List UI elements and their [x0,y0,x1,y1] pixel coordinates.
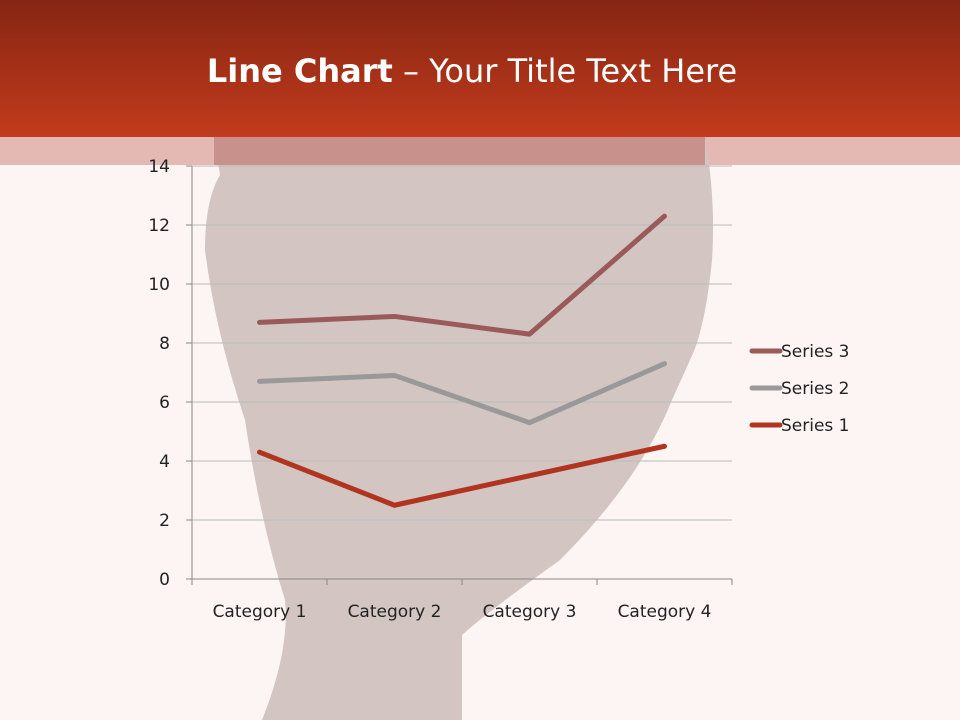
legend-label-series-2: Series 2 [781,379,850,399]
title-bold: Line Chart [206,52,393,90]
x-tick-label: Category 3 [483,602,577,622]
slide-title: Line Chart – Your Title Text Here [0,52,944,90]
slide-header [0,0,960,137]
y-tick-label: 10 [148,275,170,295]
y-tick-label: 12 [148,216,170,236]
series-line-2 [257,361,667,426]
y-tick-label: 0 [159,570,170,590]
series-line-1 [257,443,667,508]
y-tick-label: 8 [159,334,170,354]
y-tick-label: 14 [148,157,170,177]
title-rest: – Your Title Text Here [392,52,738,90]
series-line-3 [257,213,667,337]
y-tick-label: 6 [159,393,170,413]
y-tick-label: 4 [159,452,170,472]
x-tick-label: Category 2 [348,602,442,622]
x-tick-label: Category 4 [618,602,712,622]
x-tick-label: Category 1 [213,602,307,622]
y-tick-label: 2 [159,511,170,531]
legend-label-series-3: Series 3 [781,342,850,362]
legend-label-series-1: Series 1 [781,416,850,436]
